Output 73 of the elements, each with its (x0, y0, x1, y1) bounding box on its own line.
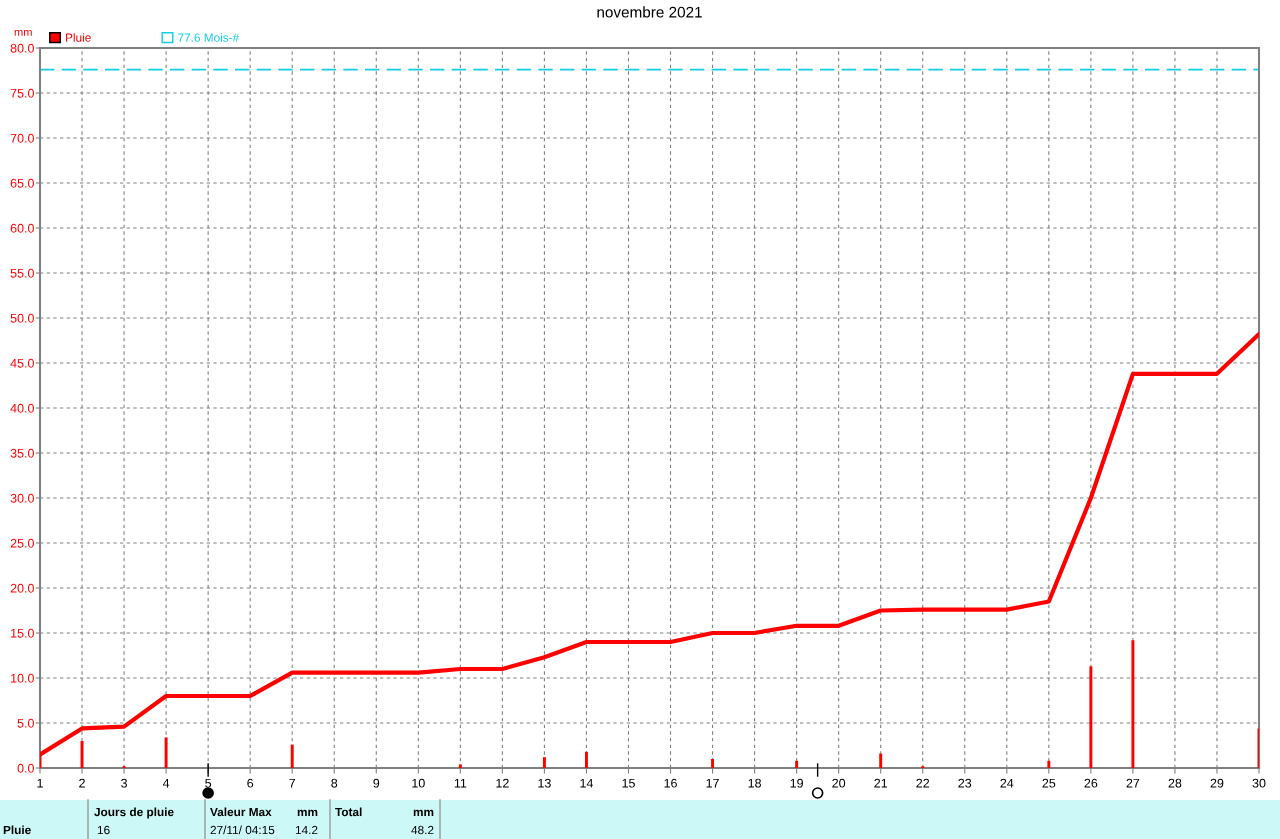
text: Jours de pluie (94, 807, 174, 819)
text: mm (297, 809, 318, 817)
text: 48.2 (411, 825, 434, 835)
x-tick-label: 29 (1210, 778, 1224, 788)
bar (164, 737, 168, 768)
x-tick-label: 13 (538, 778, 551, 788)
y-tick-label: 0.0 (17, 763, 34, 773)
x-tick-label: 4 (162, 778, 170, 788)
bar (1089, 666, 1093, 768)
y-tick-label: 70.0 (10, 133, 34, 143)
bar (584, 751, 588, 768)
y-tick-label: 80.0 (10, 43, 34, 53)
bar (290, 744, 294, 768)
text: mm (413, 809, 434, 817)
x-tick-label: 3 (121, 778, 127, 788)
text: 14.2 (295, 825, 318, 835)
text: 16 (97, 825, 110, 835)
y-tick-label: 30.0 (10, 493, 34, 503)
text: Valeur Max (210, 807, 272, 817)
y-tick-label: 25.0 (10, 538, 34, 548)
bar (879, 753, 883, 768)
x-tick-label: 27 (1126, 778, 1140, 788)
bar (795, 760, 799, 768)
text: 27/11/ 04:15 (210, 825, 275, 835)
x-tick-label: 16 (664, 778, 677, 788)
x-tick-label: 19 (790, 778, 803, 788)
x-tick-label: 15 (622, 778, 635, 788)
x-tick-label: 30 (1252, 778, 1266, 788)
bar (80, 741, 84, 768)
chart-title: novembre 2021 (597, 6, 702, 18)
y-tick-label: 15.0 (11, 628, 34, 638)
x-tick-label: 12 (496, 778, 509, 788)
x-tick-label: 1 (37, 778, 43, 788)
x-tick-label: 8 (331, 778, 338, 788)
y-tick-label: 55.0 (10, 268, 34, 278)
bar (711, 759, 715, 768)
x-tick-label: 5 (205, 778, 212, 788)
x-tick-label: 22 (916, 778, 930, 788)
x-tick-label: 24 (1000, 778, 1014, 788)
bar (1131, 640, 1135, 768)
x-tick-label: 7 (289, 778, 296, 788)
y-tick-label: 45.0 (10, 358, 34, 368)
y-tick-label: 60.0 (10, 223, 34, 233)
x-tick-label: 23 (958, 778, 972, 788)
y-tick-label: 75.0 (10, 88, 34, 98)
x-tick-label: 14 (580, 778, 594, 788)
y-tick-label: 10.0 (11, 673, 34, 683)
x-tick-label: 10 (412, 778, 425, 788)
x-tick-label: 6 (247, 778, 254, 788)
y-tick-label: 35.0 (10, 448, 34, 458)
y-tick-label: 50.0 (10, 313, 34, 323)
x-tick-label: 17 (706, 778, 719, 788)
x-tick-label: 28 (1168, 778, 1182, 788)
x-tick-label: 20 (832, 778, 846, 788)
text: Pluie (3, 825, 31, 835)
bar (458, 764, 462, 768)
y-tick-label: 40.0 (10, 403, 34, 413)
y-tick-label: 20.0 (10, 583, 34, 593)
x-tick-label: 26 (1084, 778, 1098, 788)
x-tick-label: 18 (748, 778, 761, 788)
legend-label: Pluie (66, 33, 91, 42)
y-axis-title: mm (14, 29, 32, 36)
bar (1047, 760, 1051, 768)
y-tick-label: 65.0 (10, 178, 34, 188)
legend-label: 77.6 Mois-# (178, 33, 240, 42)
text: Total (335, 807, 362, 817)
y-tick-label: 5.0 (17, 718, 34, 728)
x-tick-label: 25 (1042, 778, 1056, 788)
bar (542, 757, 546, 768)
x-tick-label: 9 (373, 778, 380, 788)
x-tick-label: 2 (79, 778, 85, 788)
x-tick-label: 11 (454, 778, 467, 788)
x-tick-label: 21 (874, 778, 888, 788)
